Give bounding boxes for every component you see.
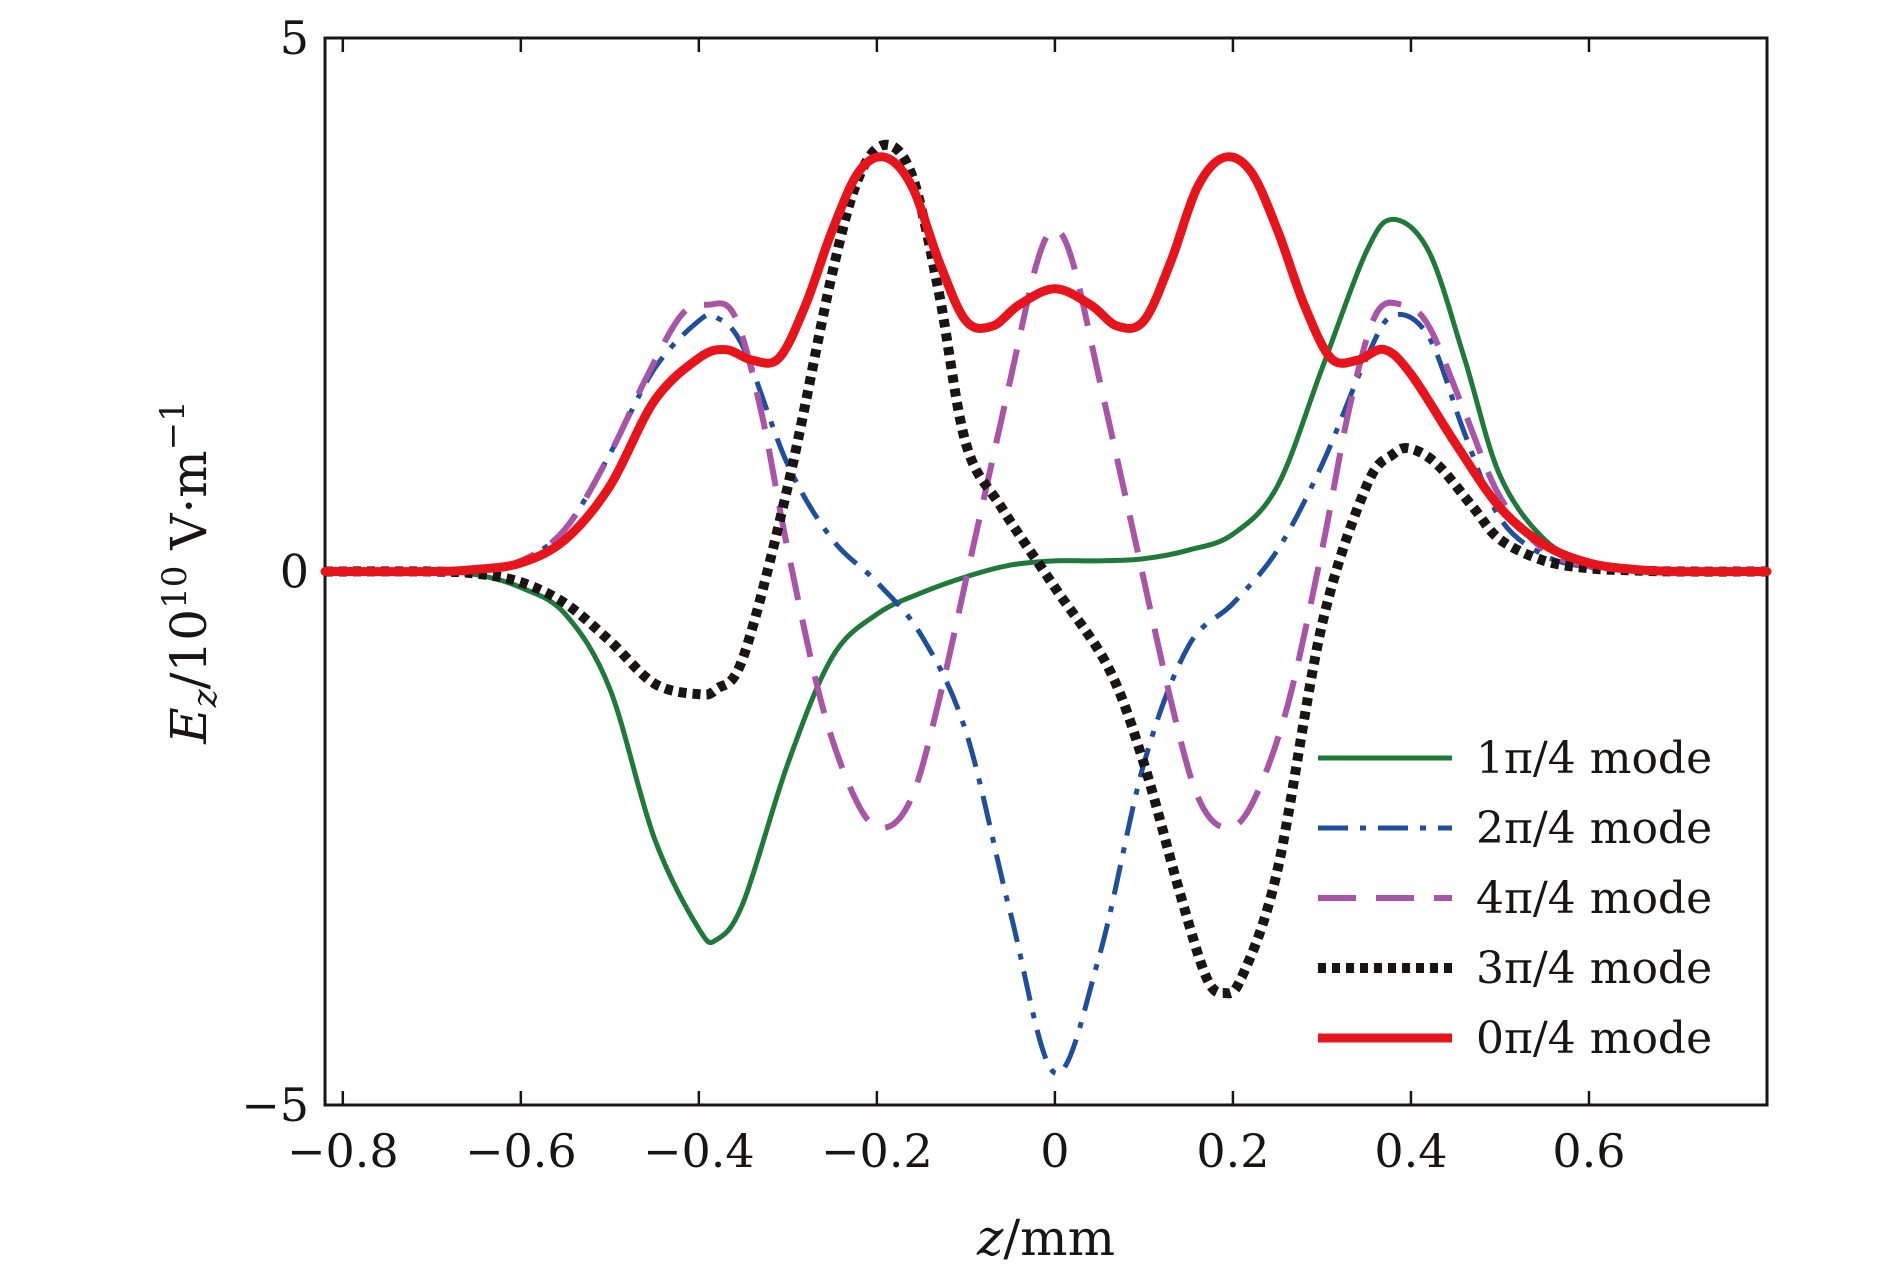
legend-label-5: 0π/4 mode — [1476, 1013, 1712, 1064]
legend-label-2: 2π/4 mode — [1476, 803, 1712, 854]
x-tick-label: −0.2 — [821, 1124, 933, 1178]
series-line-4 — [324, 139, 1768, 999]
x-tick-label: 0.6 — [1552, 1124, 1625, 1178]
legend-label-1: 1π/4 mode — [1476, 733, 1712, 784]
series-layer — [320, 139, 1772, 1076]
series-line-1 — [322, 216, 1770, 946]
legend: 1π/4 mode 2π/4 mode 4π/4 mode 3π/4 mode 0π/4… — [1318, 733, 1712, 1064]
x-tick-label: 0.2 — [1196, 1124, 1269, 1178]
y-tick-label: −5 — [241, 1078, 309, 1132]
y-tick-label: 5 — [280, 11, 309, 65]
x-tick-label: 0 — [1040, 1124, 1069, 1178]
series-line-2 — [324, 311, 1768, 1076]
x-tick-label: −0.6 — [465, 1124, 577, 1178]
x-axis-title: z/mm — [976, 1209, 1115, 1267]
x-tick-label: 0.4 — [1374, 1124, 1447, 1178]
x-tick-label: −0.8 — [287, 1124, 399, 1178]
x-axis: −0.8 −0.6 −0.4 −0.2 0 0.2 0.4 0.6 — [287, 38, 1626, 1178]
x-tick-label: −0.4 — [643, 1124, 755, 1178]
y-tick-label: 0 — [280, 545, 309, 599]
y-axis-title: Ez/1010 V·m−1 — [153, 400, 225, 745]
series-line-3 — [324, 227, 1768, 831]
legend-label-3: 4π/4 mode — [1476, 873, 1712, 924]
legend-label-4: 3π/4 mode — [1476, 943, 1712, 994]
series-line-5 — [320, 152, 1772, 577]
